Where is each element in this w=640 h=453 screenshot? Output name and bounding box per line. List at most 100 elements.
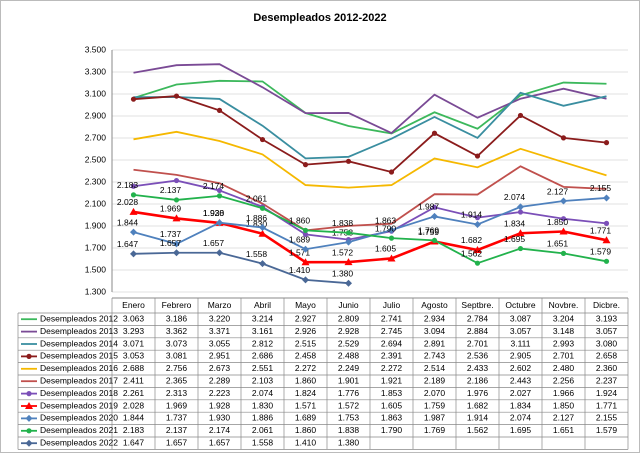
table-value: 2.074 — [252, 388, 274, 398]
table-value: 1.930 — [209, 413, 231, 423]
table-value: 1.571 — [295, 400, 317, 410]
data-label: 2.155 — [590, 183, 612, 193]
x-tick-label: Enero — [122, 300, 145, 310]
table-value: 2.891 — [424, 338, 446, 348]
marker — [345, 238, 352, 246]
table-value: 1.695 — [510, 425, 532, 435]
table-value: 1.853 — [381, 388, 403, 398]
table-value: 2.743 — [424, 351, 446, 361]
marker — [216, 107, 223, 113]
marker — [560, 250, 567, 256]
marker — [474, 260, 481, 266]
table-value: 2.183 — [123, 425, 145, 435]
table-value: 2.993 — [553, 338, 575, 348]
table-value: 3.214 — [252, 313, 274, 323]
x-tick-label: Abril — [254, 300, 271, 310]
series — [130, 93, 610, 175]
table-value: 3.081 — [166, 351, 188, 361]
table-value: 2.070 — [424, 388, 446, 398]
table-value: 3.193 — [596, 313, 618, 323]
x-tick-label: Dicbre. — [593, 300, 620, 310]
legend-label: Desempleados 2012 — [40, 313, 118, 323]
marker — [216, 219, 223, 227]
marker — [173, 240, 180, 248]
y-tick-label: 2.500 — [85, 154, 107, 164]
marker — [130, 250, 137, 258]
legend-label: Desempleados 2013 — [40, 326, 118, 336]
table-value: 1.759 — [424, 400, 446, 410]
marker — [388, 169, 395, 175]
marker — [431, 204, 438, 210]
marker — [173, 249, 180, 257]
marker — [517, 245, 524, 252]
series — [133, 130, 607, 189]
data-label: 1.860 — [289, 216, 311, 226]
table-value: 2.927 — [295, 313, 317, 323]
data-label: 1.651 — [547, 239, 569, 249]
data-label: 1.930 — [203, 208, 225, 218]
x-tick-label: Junio — [338, 300, 359, 310]
data-label: 1.863 — [375, 215, 397, 225]
marker — [602, 236, 611, 244]
data-label: 1.838 — [332, 218, 354, 228]
table-value: 1.824 — [295, 388, 317, 398]
marker — [130, 183, 137, 189]
y-tick-label: 3.100 — [85, 88, 107, 98]
table-value: 3.094 — [424, 326, 446, 336]
table-value: 2.928 — [338, 326, 360, 336]
legend-label: Desempleados 2021 — [40, 425, 118, 435]
marker — [216, 193, 223, 199]
table-value: 1.886 — [252, 413, 274, 423]
data-label: 1.689 — [289, 234, 311, 244]
series-line — [133, 63, 607, 135]
series-line — [133, 210, 607, 264]
table-value: 3.293 — [123, 326, 145, 336]
marker — [388, 235, 395, 241]
table-value: 3.148 — [553, 326, 575, 336]
data-label: 2.028 — [117, 197, 139, 207]
table-value: 2.360 — [596, 363, 618, 373]
table-value: 2.074 — [510, 413, 532, 423]
data-label: 1.830 — [246, 219, 268, 229]
marker — [129, 207, 138, 215]
table-value: 2.602 — [510, 363, 532, 373]
table-value: 2.155 — [596, 413, 618, 423]
data-label: 2.137 — [160, 185, 182, 195]
x-tick-label: Marzo — [208, 300, 232, 310]
table-value: 2.694 — [381, 338, 403, 348]
data-label: 2.061 — [246, 194, 268, 204]
table-value: 2.756 — [166, 363, 188, 373]
series: 2.183 2.137 2.174 2.061 1.860 1.838 1.790 1.769… — [117, 180, 611, 266]
marker — [259, 224, 266, 232]
table-value: 2.514 — [424, 363, 446, 373]
marker — [387, 254, 396, 262]
table-value: 2.027 — [510, 388, 532, 398]
marker — [172, 214, 181, 222]
marker — [431, 237, 438, 244]
table-value: 1.860 — [295, 375, 317, 385]
chart-title: Desempleados 2012-2022 — [253, 12, 386, 24]
marker — [603, 194, 610, 202]
table-value: 2.951 — [209, 351, 231, 361]
marker — [25, 414, 33, 422]
marker — [259, 260, 266, 268]
marker — [431, 212, 438, 220]
marker — [216, 249, 223, 257]
marker — [516, 229, 525, 237]
table-value: 2.934 — [424, 313, 446, 323]
data-label: 1.605 — [375, 244, 397, 254]
data-label: 1.850 — [547, 217, 569, 227]
table-value: 1.924 — [596, 388, 618, 398]
data-label: 1.771 — [590, 225, 612, 235]
marker — [473, 245, 482, 253]
marker — [26, 353, 32, 359]
marker — [474, 215, 481, 221]
table-value: 1.987 — [424, 413, 446, 423]
marker — [173, 197, 180, 203]
marker — [345, 230, 352, 236]
table-value: 3.055 — [209, 338, 231, 348]
marker — [130, 228, 137, 236]
series-line — [133, 251, 349, 285]
marker — [301, 258, 310, 266]
